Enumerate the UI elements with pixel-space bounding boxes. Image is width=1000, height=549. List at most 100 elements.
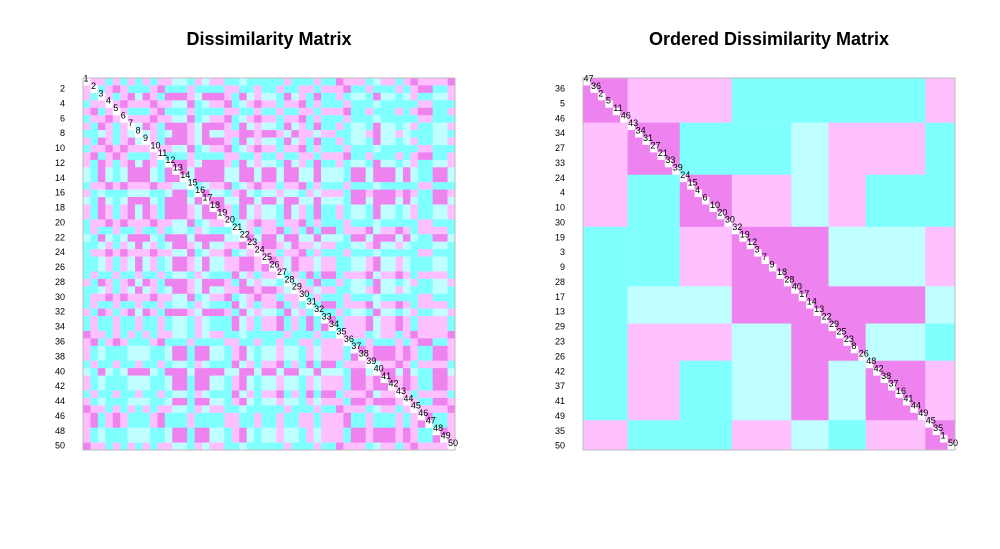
matrix-cell <box>246 182 255 190</box>
diagonal-label: 13 <box>814 304 824 314</box>
matrix-cell <box>328 78 337 86</box>
matrix-cell <box>440 412 448 421</box>
diagonal-label: 48 <box>866 356 876 366</box>
matrix-cell <box>149 368 158 376</box>
matrix-cell <box>283 286 292 295</box>
matrix-cell <box>373 383 381 391</box>
matrix-cell <box>432 122 441 131</box>
matrix-cell <box>194 427 203 436</box>
matrix-cell <box>365 144 374 153</box>
matrix-cell <box>373 219 381 228</box>
matrix-cell <box>380 368 389 376</box>
matrix-cell <box>202 330 210 339</box>
matrix-cell <box>254 256 262 265</box>
diagonal-label: 37 <box>351 341 361 351</box>
matrix-cell <box>209 397 218 406</box>
matrix-cell <box>269 278 277 287</box>
matrix-cell <box>395 226 404 235</box>
matrix-cell <box>432 323 441 332</box>
matrix-cell <box>388 78 396 86</box>
matrix-cell <box>187 293 195 302</box>
matrix-cell <box>127 174 136 183</box>
matrix-cell <box>127 293 136 302</box>
matrix-cell <box>209 159 218 168</box>
matrix-cell <box>380 360 389 369</box>
matrix-cell <box>350 442 359 451</box>
matrix-cell <box>224 264 233 272</box>
matrix-cell <box>209 249 218 257</box>
matrix-cell <box>283 338 292 347</box>
matrix-cell <box>172 144 181 153</box>
matrix-cell <box>380 92 389 101</box>
matrix-cell <box>350 353 359 362</box>
matrix-cell <box>291 383 300 391</box>
matrix-cell <box>105 130 114 138</box>
matrix-cell <box>187 167 195 176</box>
matrix-cell <box>276 375 285 384</box>
matrix-cell <box>328 204 337 213</box>
matrix-cell <box>417 427 426 436</box>
matrix-cell <box>187 264 195 272</box>
matrix-cell <box>291 115 300 123</box>
diagonal-cell <box>798 293 807 302</box>
matrix-cell <box>224 137 233 146</box>
matrix-block <box>828 286 867 324</box>
matrix-cell <box>97 353 106 362</box>
matrix-cell <box>202 241 210 250</box>
matrix-cell <box>306 115 314 123</box>
matrix-cell <box>365 115 374 123</box>
matrix-cell <box>306 345 314 354</box>
matrix-cell <box>120 435 128 443</box>
matrix-cell <box>216 241 225 250</box>
diagonal-label: 10 <box>710 200 720 210</box>
matrix-cell <box>164 405 173 414</box>
matrix-cell <box>254 226 262 235</box>
matrix-cell <box>149 152 158 161</box>
matrix-cell <box>224 241 233 250</box>
matrix-cell <box>254 330 262 339</box>
matrix-cell <box>254 78 262 86</box>
matrix-cell <box>187 420 195 428</box>
matrix-cell <box>172 241 181 250</box>
matrix-cell <box>231 152 240 161</box>
matrix-cell <box>246 204 255 213</box>
matrix-cell <box>432 338 441 347</box>
matrix-block <box>627 174 681 228</box>
matrix-cell <box>246 412 255 421</box>
matrix-cell <box>202 122 210 131</box>
matrix-cell <box>350 226 359 235</box>
matrix-cell <box>216 390 225 399</box>
matrix-cell <box>298 211 307 220</box>
matrix-cell <box>231 174 240 183</box>
matrix-cell <box>135 78 143 86</box>
matrix-cell <box>269 405 277 414</box>
matrix-cell <box>425 100 433 109</box>
matrix-cell <box>298 107 307 116</box>
matrix-cell <box>395 278 404 287</box>
matrix-cell <box>417 256 426 265</box>
matrix-block <box>583 323 628 362</box>
matrix-cell <box>105 211 114 220</box>
matrix-cell <box>157 226 166 235</box>
matrix-cell <box>269 345 277 354</box>
matrix-cell <box>149 167 158 176</box>
matrix-cell <box>112 152 121 161</box>
matrix-cell <box>135 204 143 213</box>
matrix-cell <box>135 442 143 451</box>
matrix-cell <box>127 85 136 94</box>
matrix-cell <box>97 241 106 250</box>
matrix-cell <box>313 182 322 190</box>
matrix-cell <box>194 256 203 265</box>
matrix-cell <box>83 256 91 265</box>
matrix-cell <box>105 92 114 101</box>
matrix-block <box>865 286 926 324</box>
y-tick-label: 2 <box>60 84 65 94</box>
matrix-cell <box>157 308 166 317</box>
matrix-cell <box>254 375 262 384</box>
matrix-cell <box>283 442 292 451</box>
matrix-cell <box>209 412 218 421</box>
matrix-cell <box>373 189 381 198</box>
matrix-cell <box>216 144 225 153</box>
matrix-cell <box>269 330 277 339</box>
matrix-cell <box>395 427 404 436</box>
